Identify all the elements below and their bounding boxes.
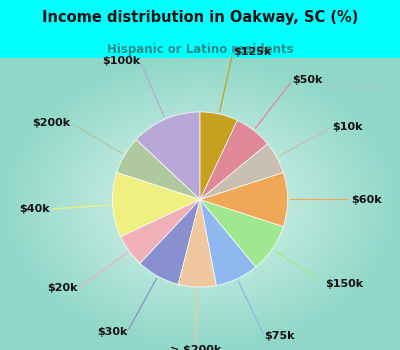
Text: $50k: $50k	[292, 75, 323, 85]
Wedge shape	[200, 112, 237, 200]
Text: > $200k: > $200k	[170, 345, 221, 350]
Wedge shape	[117, 140, 200, 199]
Wedge shape	[200, 199, 256, 286]
Text: City-Data.com: City-Data.com	[318, 82, 392, 92]
Text: $200k: $200k	[32, 118, 70, 128]
Text: $75k: $75k	[264, 331, 295, 341]
Text: Hispanic or Latino residents: Hispanic or Latino residents	[107, 43, 293, 56]
Text: $100k: $100k	[102, 56, 140, 66]
Text: Income distribution in Oakway, SC (%): Income distribution in Oakway, SC (%)	[42, 10, 358, 25]
Wedge shape	[136, 112, 200, 200]
Text: $40k: $40k	[19, 204, 50, 214]
Text: $150k: $150k	[325, 279, 363, 289]
Wedge shape	[200, 173, 288, 226]
Text: $60k: $60k	[351, 195, 382, 204]
Wedge shape	[112, 173, 200, 237]
Text: $20k: $20k	[48, 283, 78, 293]
Wedge shape	[200, 120, 268, 200]
Text: $125k: $125k	[233, 47, 271, 57]
Wedge shape	[200, 144, 283, 200]
Wedge shape	[121, 199, 200, 263]
Text: $10k: $10k	[332, 122, 363, 132]
Wedge shape	[200, 199, 283, 267]
Wedge shape	[178, 199, 216, 287]
Text: $30k: $30k	[97, 327, 127, 337]
Wedge shape	[140, 199, 200, 284]
